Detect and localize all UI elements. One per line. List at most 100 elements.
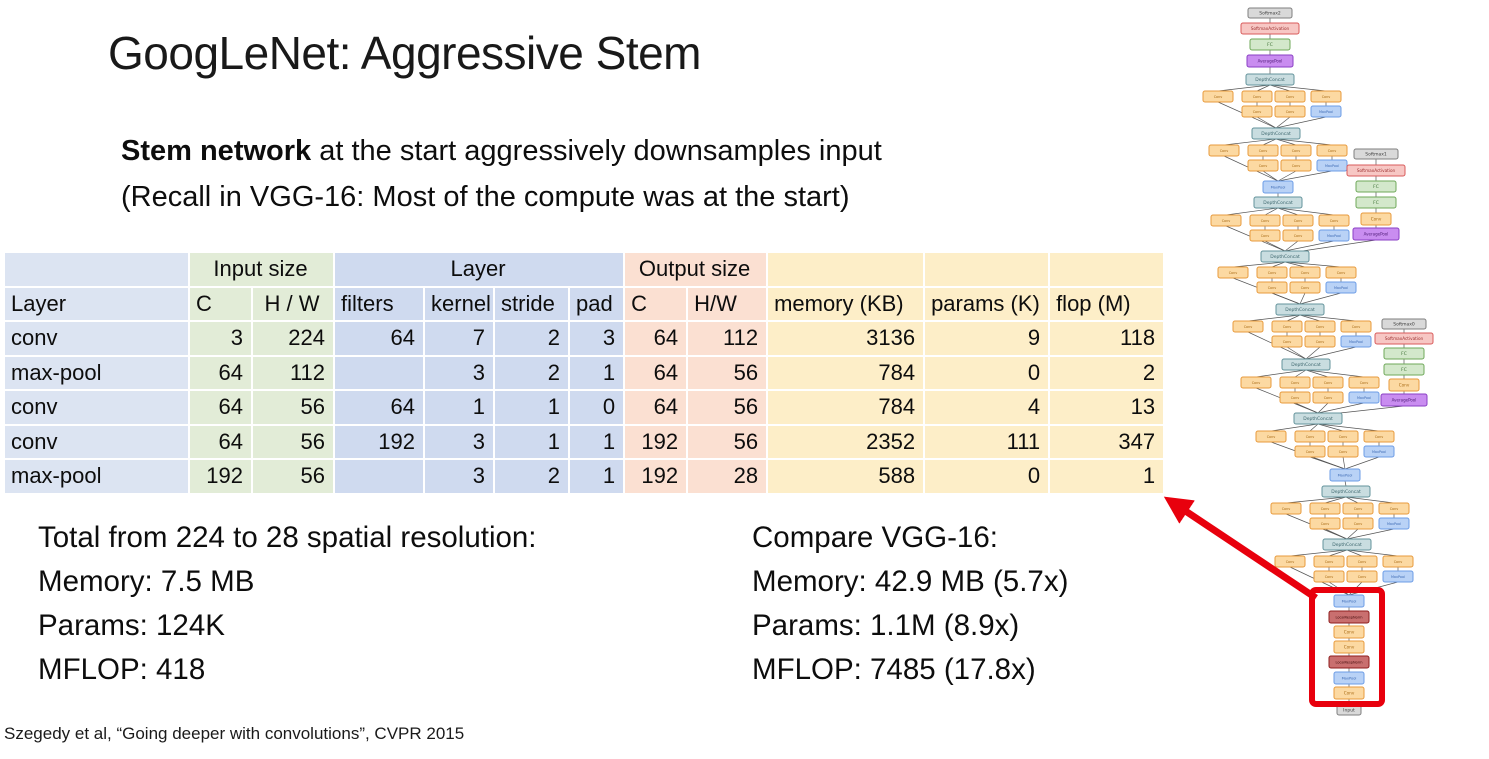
inception-branch-conv xyxy=(1256,266,1288,279)
table-cell: 2 xyxy=(1050,356,1166,391)
diagram-edge xyxy=(1305,369,1329,378)
table-col-header: filters xyxy=(335,287,426,322)
intro-text: Stem network at the start aggressively d… xyxy=(121,128,882,220)
inception-branch-conv xyxy=(1249,214,1281,227)
inception-branch-conv xyxy=(1280,159,1312,172)
inception-branch-maxpool xyxy=(1382,570,1414,583)
diagram-edge xyxy=(1225,207,1279,216)
inception-branch-label: Conv xyxy=(1301,271,1310,275)
inception-branch-label: Conv xyxy=(1354,522,1363,526)
inception-branch-label: Conv xyxy=(1324,396,1333,400)
inception-branch-label: Conv xyxy=(1358,560,1367,564)
diagram-node-conv xyxy=(1333,625,1365,639)
inception-branch-conv xyxy=(1294,430,1326,443)
compare-params: Params: 1.1M (8.9x) xyxy=(752,609,1020,642)
inception-branch-conv xyxy=(1247,144,1279,157)
diagram-node-concat xyxy=(1281,358,1331,371)
diagram-edge xyxy=(1269,84,1327,92)
inception-branch-conv xyxy=(1327,445,1359,458)
inception-branch-conv xyxy=(1313,555,1345,568)
diagram-node-sact xyxy=(1346,164,1406,177)
inception-branch-conv xyxy=(1318,214,1350,227)
table-cell: max-pool xyxy=(5,460,190,495)
diagram-node-label: DepthConcat xyxy=(1261,131,1291,137)
table-cell: 112 xyxy=(688,322,769,357)
table-group-header: Input size xyxy=(190,253,336,288)
diagram-node-conv xyxy=(1333,640,1365,654)
inception-branch-conv xyxy=(1271,335,1303,348)
inception-branch-conv xyxy=(1313,570,1345,583)
inception-branch-conv xyxy=(1256,281,1288,294)
totals-params: Params: 124K xyxy=(38,609,225,642)
diagram-node-concat xyxy=(1253,196,1303,209)
table-group-header: Output size xyxy=(625,253,769,288)
diagram-edge xyxy=(1346,549,1399,557)
diagram-edge xyxy=(1277,170,1297,182)
inception-branch-label: Conv xyxy=(1328,149,1337,153)
table-cell: 224 xyxy=(253,322,336,357)
inception-branch-label: Conv xyxy=(1220,149,1229,153)
diagram-node-avgpool xyxy=(1380,393,1428,407)
inception-branch-maxpool xyxy=(1340,335,1372,348)
inception-branch-conv xyxy=(1208,144,1240,157)
inception-branch-label: Conv xyxy=(1214,95,1223,99)
diagram-node-maxpool xyxy=(1333,594,1365,608)
diagram-edge xyxy=(1289,549,1348,557)
table-cell: 784 xyxy=(768,356,926,391)
table-cell: 64 xyxy=(625,356,689,391)
intro-bold: Stem network xyxy=(121,135,312,167)
table-cell: 3 xyxy=(425,425,496,460)
diagram-edge xyxy=(1264,207,1279,216)
table-cell: 2 xyxy=(495,322,571,357)
diagram-node-softmax xyxy=(1381,318,1427,330)
diagram-node-label: FC xyxy=(1373,200,1379,206)
diagram-edge xyxy=(1289,566,1350,596)
inception-branch-conv xyxy=(1249,229,1281,242)
inception-branch-conv xyxy=(1289,281,1321,294)
diagram-node-label: DepthConcat xyxy=(1291,362,1321,368)
diagram-edge xyxy=(1217,101,1277,129)
diagram-edge xyxy=(1284,240,1299,252)
inception-branch-maxpool xyxy=(1318,229,1350,242)
inception-branch-label: Conv xyxy=(1282,507,1291,511)
diagram-node-fc xyxy=(1383,347,1425,360)
table-cell: 64 xyxy=(335,391,426,426)
diagram-edge xyxy=(1317,423,1344,432)
table-cell: 56 xyxy=(688,391,769,426)
inception-branch-label: Conv xyxy=(1253,110,1262,114)
table-cell: 0 xyxy=(925,460,1051,495)
diagram-edge xyxy=(1342,456,1346,470)
table-cell: 1 xyxy=(570,425,626,460)
inception-branch-conv xyxy=(1282,214,1314,227)
table-col-header: params (K) xyxy=(925,287,1051,322)
inception-branch-label: Conv xyxy=(1252,381,1261,385)
compare-memory: Memory: 42.9 MB (5.7x) xyxy=(752,565,1069,598)
inception-branch-label: Conv xyxy=(1261,219,1270,223)
table-cell: 64 xyxy=(190,356,253,391)
diagram-node-label: Input xyxy=(1343,707,1355,713)
diagram-edge xyxy=(1264,240,1286,252)
table-cell: 192 xyxy=(335,425,426,460)
stem-highlight-box xyxy=(1309,587,1385,707)
table-cell: 56 xyxy=(688,356,769,391)
diagram-node-maxpool xyxy=(1329,468,1361,482)
inception-branch-maxpool xyxy=(1325,281,1357,294)
diagram-edge xyxy=(1271,261,1286,268)
inception-branch-label: Conv xyxy=(1352,325,1361,329)
table-cell: 64 xyxy=(190,391,253,426)
diagram-edge xyxy=(1232,277,1301,305)
diagram-edge xyxy=(1324,496,1347,504)
diagram-edge xyxy=(1225,225,1286,252)
table-cell: 2 xyxy=(495,356,571,391)
table-col-header: Layer xyxy=(5,287,190,322)
table-row: max-pool 192 56 3 2 1 192 28 588 0 1 xyxy=(5,460,1166,495)
diagram-node-fc xyxy=(1383,363,1425,376)
diagram-edge xyxy=(1317,423,1380,432)
inception-branch-label: Conv xyxy=(1316,325,1325,329)
inception-branch-label: Conv xyxy=(1286,560,1295,564)
inception-branch-label: MaxPool xyxy=(1349,340,1363,344)
table-group-header: Layer xyxy=(335,253,626,288)
diagram-node-conv xyxy=(1388,378,1420,392)
inception-branch-conv xyxy=(1310,90,1342,103)
inception-branch-conv xyxy=(1363,430,1395,443)
